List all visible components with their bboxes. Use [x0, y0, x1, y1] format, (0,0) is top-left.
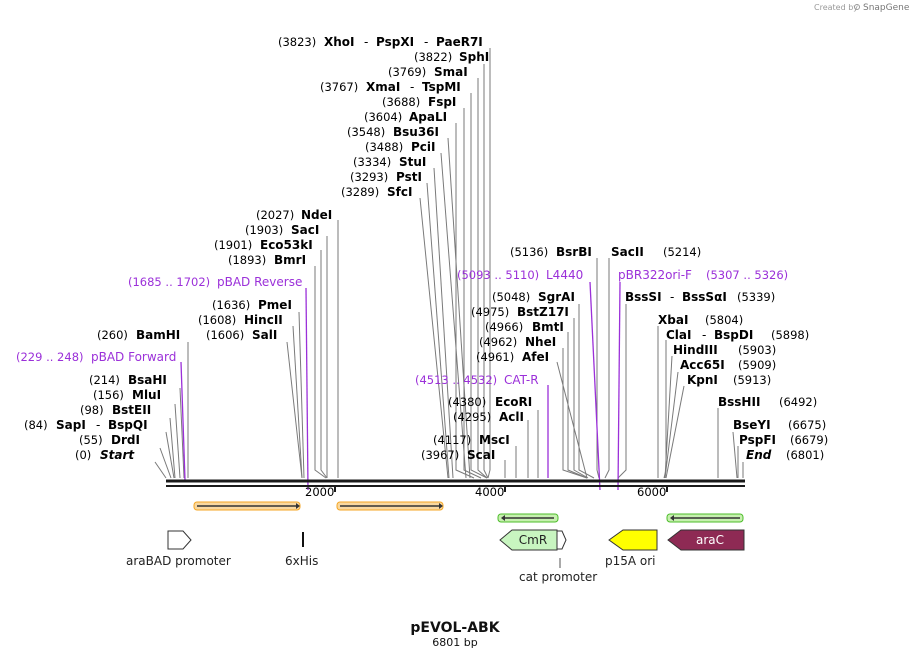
- feature-p15a-ori-label: p15A ori: [605, 554, 656, 568]
- site-nhei[interactable]: (4962) NheI: [479, 335, 556, 349]
- primer-leader-lines: [180, 281, 621, 491]
- site-acli[interactable]: (4295) AclI: [453, 410, 524, 424]
- site-pmei[interactable]: (1636) PmeI: [212, 298, 292, 312]
- site-ecori[interactable]: (4380) EcoRI: [448, 395, 532, 409]
- site-bsshii[interactable]: BssHII (6492): [718, 395, 817, 409]
- site-pspfi[interactable]: PspFI (6679): [739, 433, 828, 447]
- feature-cat-promoter[interactable]: [556, 530, 567, 550]
- site-msci[interactable]: (4117) MscI: [433, 433, 510, 447]
- site-bsahi[interactable]: (214) BsaHI: [89, 373, 167, 387]
- site-psti[interactable]: (3293) PstI: [350, 170, 422, 184]
- features: araBAD promoter 6xHis CmR cat promoter p…: [126, 529, 745, 584]
- site-fspi[interactable]: (3688) FspI: [382, 95, 456, 109]
- credit-created-by: Created by: [814, 3, 858, 12]
- site-hindiii[interactable]: HindIII (5903): [673, 343, 776, 357]
- site-bmri[interactable]: (1893) BmrI: [228, 253, 306, 267]
- site-hincii[interactable]: (1608) HincII: [198, 313, 283, 327]
- site-xhoi[interactable]: (3823) XhoI - PspXI - PaeR7I: [278, 35, 483, 49]
- orf-arrows: [193, 501, 744, 523]
- site-end[interactable]: End (6801): [746, 448, 824, 462]
- site-xmai[interactable]: (3767) XmaI - TspMI: [320, 80, 461, 94]
- primer-labels: (1685 .. 1702) pBAD Reverse (229 .. 248)…: [16, 268, 788, 387]
- site-start[interactable]: (0) Start: [75, 448, 135, 462]
- snapgene-logo-icon: [854, 4, 860, 10]
- site-pcii[interactable]: (3488) PciI: [365, 140, 436, 154]
- primer-pbad-forward[interactable]: (229 .. 248) pBAD Forward: [16, 350, 176, 364]
- primer-cat-r[interactable]: (4513 .. 4532) CAT-R: [415, 373, 539, 387]
- site-clai[interactable]: ClaI - BspDI (5898): [666, 328, 809, 342]
- site-afei[interactable]: (4961) AfeI: [476, 350, 549, 364]
- axis-tick-4000: 4000: [475, 485, 504, 499]
- feature-6xhis-label: 6xHis: [285, 554, 318, 568]
- primer-l4440[interactable]: (5093 .. 5110) L4440: [457, 268, 583, 282]
- site-saci[interactable]: (1903) SacI: [245, 223, 319, 237]
- feature-arac[interactable]: [667, 529, 745, 551]
- primer-pbr322ori-f[interactable]: pBR322ori-F (5307 .. 5326): [618, 268, 788, 282]
- site-bmti[interactable]: (4966) BmtI: [485, 320, 564, 334]
- feature-cat-promoter-label: cat promoter: [519, 570, 597, 584]
- site-sfci[interactable]: (3289) SfcI: [341, 185, 412, 199]
- site-sapi[interactable]: (84) SapI - BspQI: [24, 418, 148, 432]
- site-leader-lines: [154, 48, 744, 479]
- snapgene-brand: SnapGene: [863, 3, 910, 13]
- site-drdi[interactable]: (55) DrdI: [79, 433, 140, 447]
- site-smai[interactable]: (3769) SmaI: [388, 65, 468, 79]
- site-mlui[interactable]: (156) MluI: [93, 388, 161, 402]
- site-kpni[interactable]: KpnI (5913): [687, 373, 771, 387]
- site-bseyi[interactable]: BseYI (6675): [733, 418, 826, 432]
- primer-pbad-reverse[interactable]: (1685 .. 1702) pBAD Reverse: [128, 275, 302, 289]
- feature-arabad-promoter[interactable]: [167, 530, 192, 550]
- feature-arabad-promoter-label: araBAD promoter: [126, 554, 231, 568]
- site-sacii[interactable]: SacII (5214): [611, 245, 701, 259]
- left-site-labels: (3823) XhoI - PspXI - PaeR7I (3822) SphI…: [24, 35, 592, 462]
- site-bsssi[interactable]: BssSI - BssSαI (5339): [625, 290, 775, 304]
- right-site-labels: SacII (5214) BssSI - BssSαI (5339) XbaI …: [611, 245, 828, 462]
- site-sali[interactable]: (1606) SalI: [206, 328, 277, 342]
- feature-p15a-ori[interactable]: [608, 529, 658, 551]
- site-scai[interactable]: (3967) ScaI: [421, 448, 495, 462]
- site-xbai[interactable]: XbaI (5804): [658, 313, 743, 327]
- site-ndei[interactable]: (2027) NdeI: [256, 208, 332, 222]
- feature-cmr-label: CmR: [519, 533, 547, 547]
- map-title: pEVOL-ABK: [410, 620, 500, 636]
- site-acc65i[interactable]: Acc65I (5909): [680, 358, 776, 372]
- site-sphi[interactable]: (3822) SphI: [414, 50, 489, 64]
- site-bstz17i[interactable]: (4975) BstZ17I: [471, 305, 569, 319]
- backbone: [166, 479, 745, 492]
- site-eco53ki[interactable]: (1901) Eco53kI: [214, 238, 313, 252]
- feature-arac-label: araC: [696, 533, 724, 547]
- site-bsu36i[interactable]: (3548) Bsu36I: [347, 125, 439, 139]
- site-stui[interactable]: (3334) StuI: [353, 155, 426, 169]
- map-length: 6801 bp: [432, 636, 477, 649]
- site-bamhi[interactable]: (260) BamHI: [97, 328, 180, 342]
- site-bsrbi[interactable]: (5136) BsrBI: [510, 245, 592, 259]
- site-apali[interactable]: (3604) ApaLI: [364, 110, 447, 124]
- site-bsteii[interactable]: (98) BstEII: [80, 403, 151, 417]
- site-sgrai[interactable]: (5048) SgrAI: [492, 290, 575, 304]
- axis-tick-6000: 6000: [637, 485, 666, 499]
- axis-tick-2000: 2000: [305, 485, 334, 499]
